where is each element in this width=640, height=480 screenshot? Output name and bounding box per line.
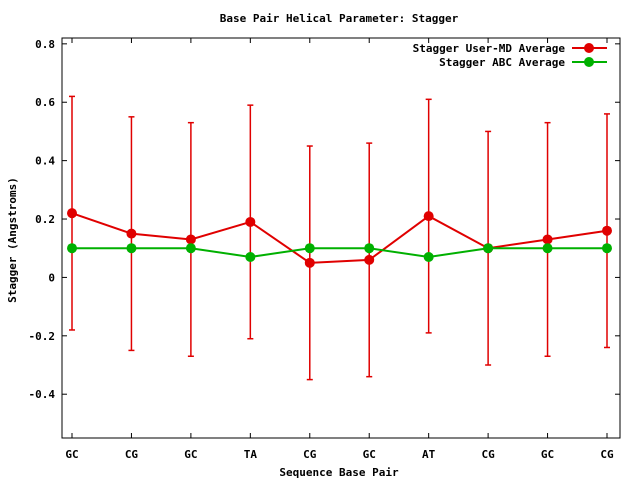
series-1 <box>67 95 612 381</box>
x-tick-label: AT <box>422 448 436 461</box>
x-tick-label: CG <box>303 448 317 461</box>
x-axis-label: Sequence Base Pair <box>279 466 399 479</box>
x-tick-label: TA <box>244 448 258 461</box>
data-point <box>185 243 196 254</box>
y-tick-label: 0.2 <box>35 213 55 226</box>
data-point <box>423 211 434 222</box>
data-point <box>67 243 77 254</box>
data-point <box>245 216 256 227</box>
data-point <box>126 228 137 239</box>
x-tick-label: GC <box>65 448 78 461</box>
chart-title: Base Pair Helical Parameter: Stagger <box>220 12 459 25</box>
data-point <box>542 234 553 245</box>
data-point <box>542 243 553 254</box>
legend-marker <box>584 43 594 53</box>
x-tick-label: GC <box>363 448 376 461</box>
data-point <box>304 243 315 254</box>
series-2 <box>67 243 612 262</box>
data-point <box>364 254 375 265</box>
x-axis-ticks: GC CG GC TA CG GC AT CG GC CG <box>65 38 614 461</box>
data-point <box>483 243 494 254</box>
data-point <box>602 243 612 254</box>
y-tick-label: 0.8 <box>35 38 55 51</box>
data-point <box>185 234 196 245</box>
y-tick-label: -0.2 <box>29 330 56 343</box>
x-tick-label: CG <box>481 448 495 461</box>
data-point <box>423 251 434 262</box>
y-tick-label: 0 <box>48 271 55 284</box>
legend-label: Stagger User-MD Average <box>413 42 566 55</box>
x-tick-label: CG <box>125 448 139 461</box>
plot-frame <box>61 37 621 439</box>
data-point <box>304 257 315 268</box>
x-tick-label: GC <box>541 448 554 461</box>
legend-marker <box>584 57 594 67</box>
data-point <box>245 251 256 262</box>
legend-label: Stagger ABC Average <box>439 56 565 69</box>
y-tick-label: -0.4 <box>29 388 56 401</box>
y-axis-label: Stagger (Angstroms) <box>6 177 19 303</box>
x-tick-label: GC <box>184 448 197 461</box>
series-line <box>71 212 608 264</box>
y-tick-label: 0.4 <box>35 155 55 168</box>
y-axis-ticks: -0.4 -0.2 0 0.2 0.4 0.6 0.8 <box>29 38 620 401</box>
series-layer <box>67 95 612 381</box>
series-line <box>72 247 607 258</box>
data-point <box>602 225 612 236</box>
y-tick-label: 0.6 <box>35 96 55 109</box>
x-tick-label: CG <box>600 448 614 461</box>
data-point <box>364 243 375 254</box>
data-point <box>67 208 77 219</box>
data-point <box>126 243 137 254</box>
